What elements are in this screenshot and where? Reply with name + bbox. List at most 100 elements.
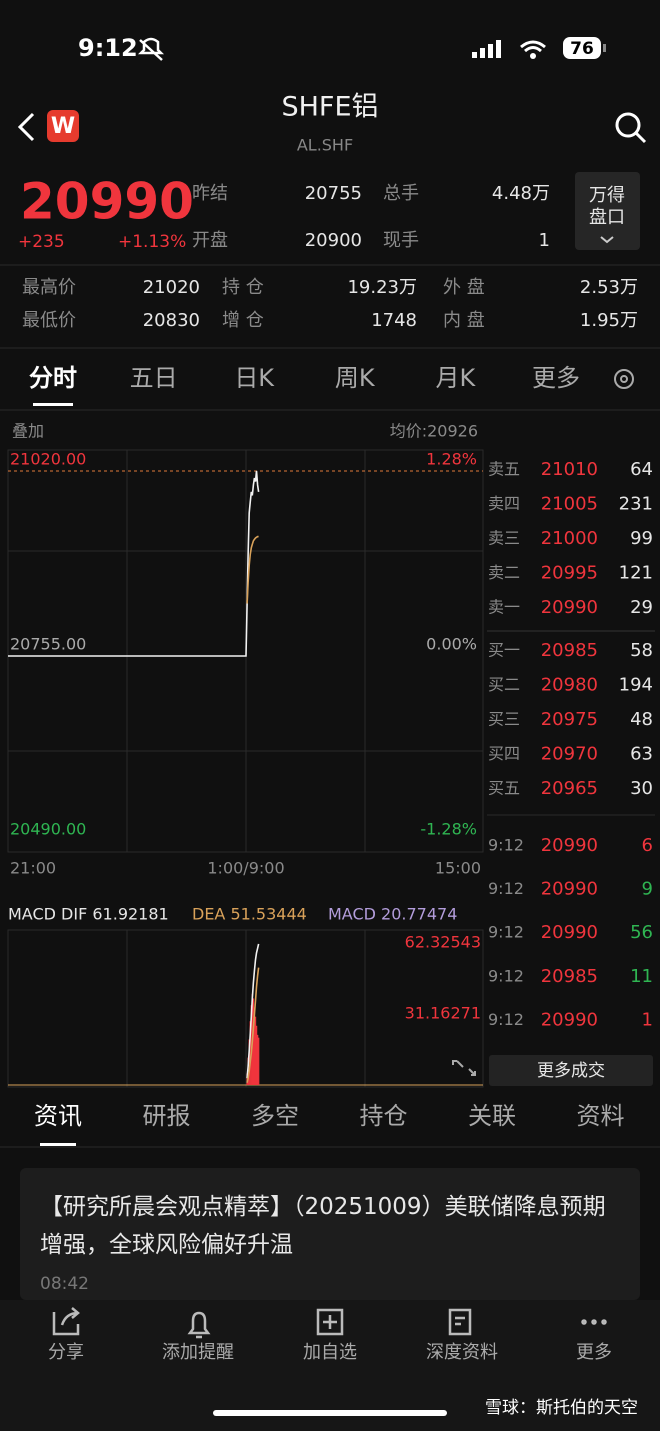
back-button[interactable] [17,112,35,142]
stat-value: 21020 [143,277,200,298]
logo-text: W [51,114,75,139]
book-volume: 56 [630,922,653,943]
info-tab[interactable]: 关联 [468,1102,516,1130]
home-indicator [213,1410,447,1416]
chart-tab[interactable]: 分时 [29,364,77,392]
book-price: 21010 [541,459,598,480]
chart-grid [8,450,483,1087]
book-volume: 6 [642,835,653,856]
book-volume: 63 [630,744,653,765]
field-value: 20755 [305,183,362,204]
stat-value: 1748 [371,310,417,331]
search-handle [634,131,647,144]
chart-tab[interactable]: 周K [335,364,376,392]
x-tick-label: 15:00 [435,859,481,878]
more-trades-label[interactable]: 更多成交 [537,1061,605,1081]
info-tab[interactable]: 研报 [143,1102,191,1130]
book-volume: 121 [619,563,653,584]
book-price: 21000 [541,528,598,549]
book-label: 买四 [488,744,520,763]
stat-label: 持 仓 [222,277,264,298]
change-pct: +1.13% [118,232,186,252]
status-time: 9:12 [78,34,138,62]
battery-level: 76 [570,39,594,59]
dea-line [246,967,260,1083]
search-button[interactable] [615,112,641,138]
dif-line [246,943,260,1079]
average-line [246,535,259,604]
more-trades-button[interactable] [489,1055,653,1086]
macd-bar [255,1025,258,1085]
signal-icon [472,40,501,58]
book-label: 9:12 [488,966,524,985]
book-price: 20985 [541,640,598,661]
mute-icon [137,37,165,61]
pct-label: 0.00% [426,635,477,654]
stat-value: 20830 [143,310,200,331]
book-price: 20990 [541,597,598,618]
book-label: 买三 [488,710,520,729]
info-tab[interactable]: 持仓 [360,1102,408,1130]
book-volume: 194 [619,675,653,696]
pct-label: -1.28% [420,820,477,839]
overlay-button[interactable]: 叠加 [12,422,44,441]
chart-tab[interactable]: 月K [436,364,477,392]
chart-tab[interactable]: 五日 [130,364,178,392]
logo[interactable] [47,110,79,142]
book-volume: 231 [619,494,653,515]
macd-bar [253,1007,256,1085]
info-tab[interactable]: 资料 [577,1102,625,1130]
chart-tab[interactable]: 更多 [532,364,580,392]
news-card[interactable]: 【研究所晨会观点精萃】（20251009）美联储降息预期增强，全球风险偏好升温 … [20,1168,640,1300]
y-tick-label: 20755.00 [10,635,86,654]
info-tab[interactable]: 多空 [251,1102,299,1130]
fullscreen-button[interactable] [452,1060,476,1076]
stat-label: 增 仓 [222,310,264,331]
toolbar-label[interactable]: 更多 [576,1342,612,1363]
book-volume: 30 [630,778,653,799]
book-volume: 11 [630,966,653,987]
watermark: 雪球：斯托伯的天空 [485,1398,638,1418]
change: +235 [18,232,65,252]
wifi-icon [520,40,546,53]
macd-bar [256,1034,259,1085]
macd-tick-label: 62.32543 [405,933,481,952]
book-label: 卖三 [488,529,520,548]
toolbar-label[interactable]: 分享 [48,1342,84,1363]
chart-tab[interactable]: 日K [234,364,275,392]
stat-label: 最高价 [22,277,76,298]
book-volume: 58 [630,640,653,661]
book-price: 20985 [541,966,598,987]
book-price: 20970 [541,744,598,765]
book-label: 卖四 [488,494,520,513]
field-label: 开盘 [192,230,228,251]
book-price: 20995 [541,563,598,584]
book-label: 9:12 [488,879,524,898]
toolbar-label[interactable]: 加自选 [303,1342,357,1363]
stat-label: 最低价 [22,310,76,331]
info-tab[interactable]: 资讯 [34,1102,82,1130]
last-price: 20990 [20,173,194,231]
stat-value: 1.95万 [580,310,638,331]
book-price: 20975 [541,709,598,730]
field-label: 现手 [383,230,419,251]
settings-button[interactable] [614,369,634,389]
book-label: 卖二 [488,563,520,582]
subtitle: AL.SHF [297,136,353,155]
battery-icon [563,37,601,59]
title: SHFE铝 [281,92,378,123]
panel-button[interactable] [575,172,640,250]
toolbar-label[interactable]: 添加提醒 [162,1342,234,1363]
book-label: 卖一 [488,598,520,617]
macd-legend: DEA 51.53444 [192,905,307,924]
news-title[interactable]: 【研究所晨会观点精萃】（20251009）美联储降息预期增强，全球风险偏好升温 [40,1194,606,1258]
y-tick-label: 20490.00 [10,820,86,839]
book-price: 21005 [541,494,598,515]
tab-underline [40,1143,76,1146]
average-price: 均价:20926 [390,422,478,441]
book-label: 9:12 [488,1010,524,1029]
toolbar-label[interactable]: 深度资料 [426,1342,498,1363]
macd-bar [258,1037,260,1085]
book-label: 买一 [488,641,520,660]
